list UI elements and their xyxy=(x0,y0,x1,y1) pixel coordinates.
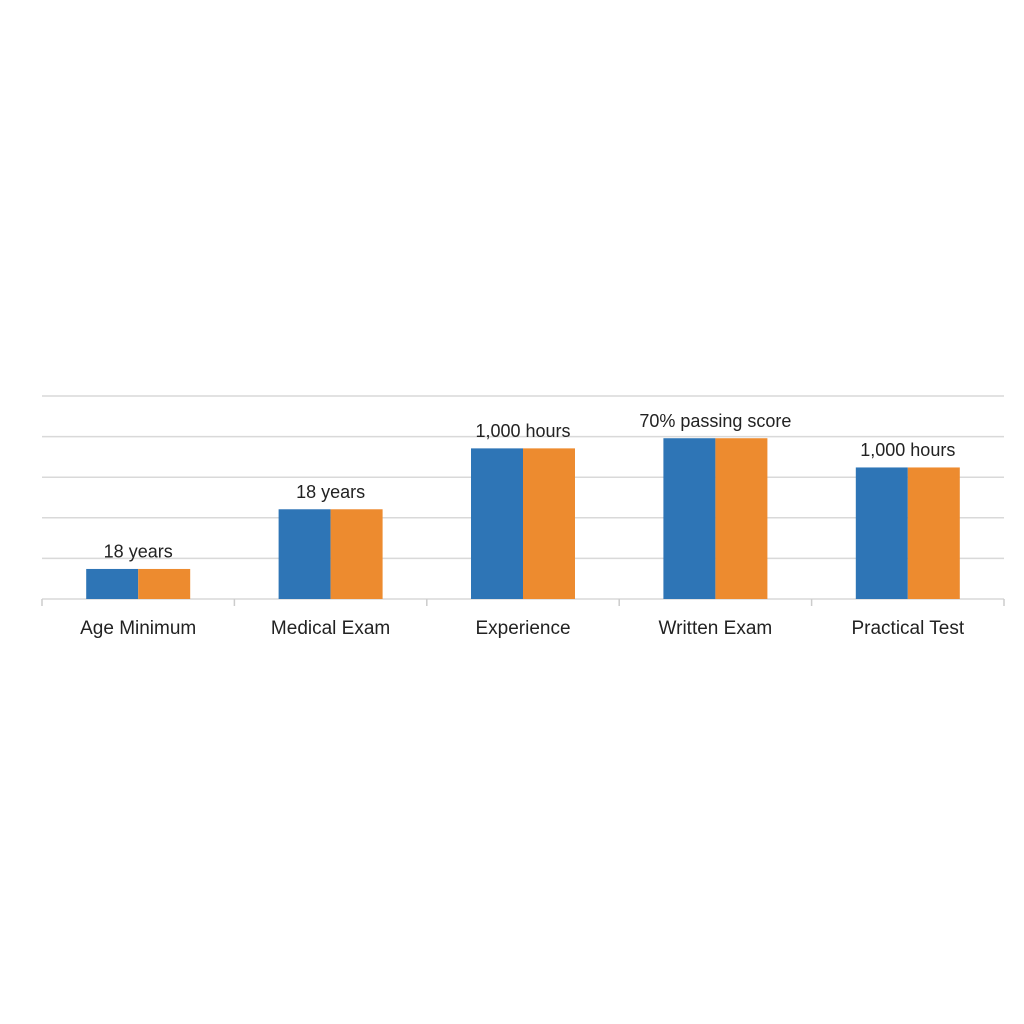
x-tick-label: Written Exam xyxy=(659,618,773,639)
annotation: 1,000 hours xyxy=(860,440,955,460)
bar xyxy=(907,467,960,599)
x-tick-label: Medical Exam xyxy=(271,618,390,639)
annotation: 18 years xyxy=(296,482,365,502)
bar xyxy=(663,438,716,599)
annotation: 70% passing score xyxy=(639,411,791,431)
bar xyxy=(138,568,191,599)
bar xyxy=(86,568,139,599)
x-tick-label: Age Minimum xyxy=(80,618,196,639)
bar xyxy=(523,448,575,599)
annotation: 18 years xyxy=(104,542,173,562)
x-tick-label: Practical Test xyxy=(851,618,964,639)
annotation: 1,000 hours xyxy=(475,421,570,441)
bar xyxy=(278,509,331,599)
bar xyxy=(715,438,768,599)
x-tick-label: Experience xyxy=(475,618,570,639)
bar xyxy=(330,509,383,599)
bar xyxy=(471,448,523,599)
bar xyxy=(855,467,908,599)
